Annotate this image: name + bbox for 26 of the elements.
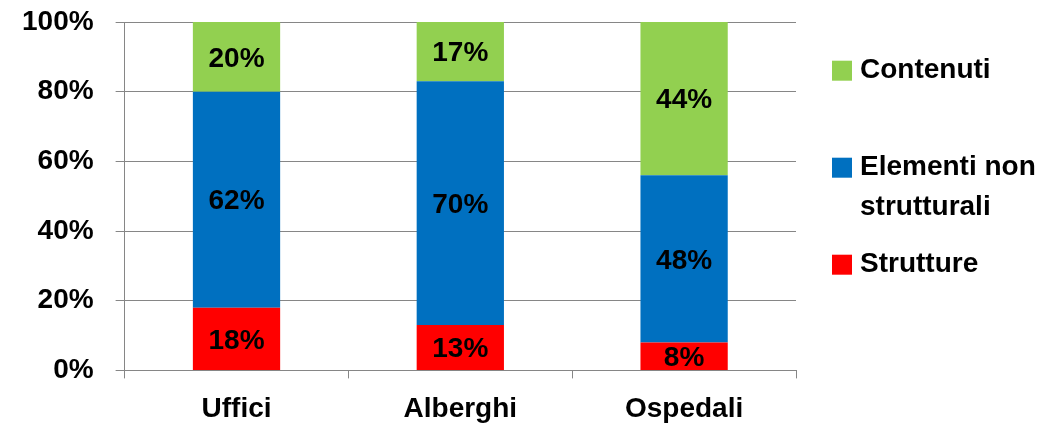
- y-tick-label: 100%: [21, 4, 94, 36]
- y-tick-label: 20%: [37, 283, 94, 315]
- bar: [192, 22, 281, 92]
- data-label: 44%: [656, 83, 713, 115]
- data-label: 18%: [208, 323, 265, 355]
- data-label: 13%: [432, 332, 489, 364]
- data-label: 8%: [663, 340, 705, 372]
- legend-label: Contenuti: [860, 53, 991, 85]
- bar: [640, 175, 728, 343]
- x-tick-label: Alberghi: [403, 391, 518, 423]
- data-label: 20%: [208, 41, 265, 73]
- data-label: 70%: [432, 187, 489, 219]
- y-tick-label: 0%: [53, 353, 94, 385]
- x-tick-label: Uffici: [201, 391, 272, 423]
- y-tick-label: 80%: [37, 74, 94, 106]
- legend-label: Strutture: [860, 247, 979, 279]
- y-tick-label: 40%: [37, 213, 94, 245]
- data-label: 17%: [432, 36, 489, 68]
- x-tick-label: Ospedali: [624, 391, 744, 423]
- bar: [192, 91, 281, 308]
- bar: [416, 81, 504, 326]
- data-label: 48%: [656, 243, 713, 275]
- data-label: 62%: [208, 184, 265, 216]
- bar: [640, 22, 728, 176]
- y-tick-label: 60%: [37, 144, 94, 176]
- legend-label: Elementi non strutturali: [860, 150, 1036, 222]
